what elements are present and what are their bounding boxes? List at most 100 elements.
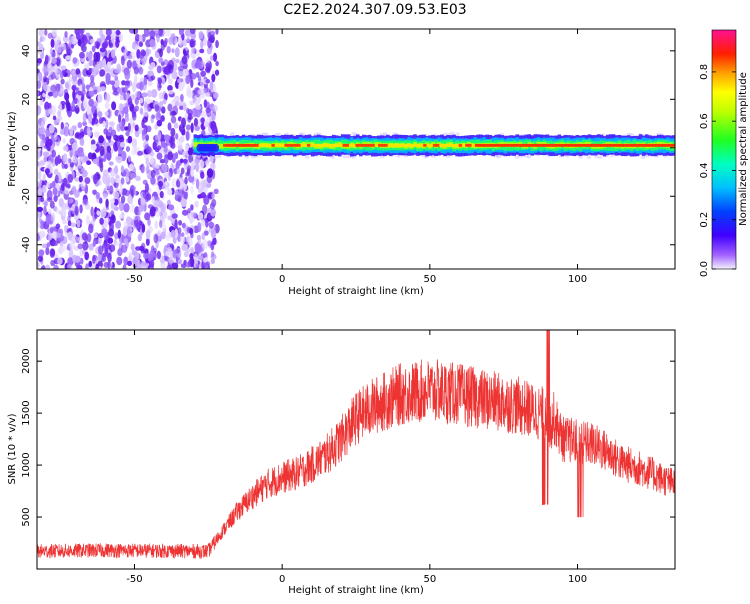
heatmap-cell	[123, 203, 130, 213]
heatmap-cell	[152, 140, 157, 151]
heatmap-cell	[76, 99, 81, 108]
heatmap-cell	[310, 143, 314, 147]
heatmap-cell	[208, 222, 215, 227]
heatmap-cell	[163, 154, 169, 165]
heatmap-cell	[191, 46, 196, 54]
heatmap-cell	[45, 247, 50, 256]
x-tick-label: 50	[423, 274, 436, 285]
heatmap-cell	[115, 220, 122, 229]
heatmap-cell	[154, 104, 160, 112]
heatmap-cell	[284, 143, 289, 147]
heatmap-cell	[158, 57, 164, 64]
heatmap-cell	[584, 143, 589, 147]
heatmap-cell	[174, 228, 179, 239]
heatmap-cell	[248, 143, 253, 147]
heatmap-cell	[108, 161, 114, 166]
heatmap-cell	[190, 160, 195, 171]
heatmap-cell	[160, 224, 167, 231]
heatmap-cell	[198, 30, 204, 40]
heatmap-cell	[281, 143, 285, 147]
heatmap-cell	[487, 143, 492, 147]
heatmap-cell	[67, 231, 73, 241]
heatmap-cell	[78, 164, 82, 169]
heatmap-cell	[190, 247, 194, 254]
heatmap-cell	[109, 185, 114, 192]
heatmap-cell	[397, 143, 402, 147]
heatmap-cell	[113, 206, 119, 211]
heatmap-cell	[195, 178, 200, 190]
heatmap-cell	[107, 109, 111, 118]
heatmap-cell	[478, 143, 482, 147]
heatmap-cell	[164, 37, 168, 45]
heatmap-cell	[163, 144, 168, 153]
heatmap-cell	[50, 259, 56, 267]
heatmap-cell	[51, 29, 57, 37]
heatmap-cell	[137, 233, 143, 242]
snr-frame	[36, 329, 676, 570]
heatmap-cell	[158, 100, 163, 108]
heatmap-cell	[265, 143, 269, 147]
heatmap-cell	[82, 249, 86, 255]
heatmap-cell	[484, 143, 489, 147]
heatmap-cell	[75, 68, 81, 75]
heatmap-cell	[190, 256, 195, 268]
heatmap-cell	[57, 46, 62, 54]
heatmap-cell	[226, 143, 230, 147]
heatmap-cell	[98, 117, 103, 124]
heatmap-cell	[613, 143, 618, 147]
heatmap-cell	[114, 178, 121, 184]
heatmap-cell	[82, 68, 89, 77]
heatmap-cell	[181, 222, 186, 229]
heatmap-cell	[127, 260, 132, 267]
heatmap-cell	[174, 47, 180, 58]
heatmap-cell	[562, 143, 566, 147]
heatmap-cell	[81, 151, 85, 158]
heatmap-cell	[645, 143, 650, 147]
heatmap-cell	[163, 65, 171, 75]
heatmap-cell	[167, 171, 171, 182]
heatmap-cell	[107, 261, 111, 269]
heatmap-cell	[44, 54, 49, 66]
heatmap-cell	[183, 158, 188, 164]
heatmap-cell	[191, 211, 197, 218]
heatmap-cell	[268, 143, 272, 147]
heatmap-cell	[50, 249, 56, 257]
heatmap-cell	[642, 143, 647, 147]
heatmap-cell	[81, 44, 87, 53]
heatmap-cell	[107, 56, 112, 62]
heatmap-cell	[403, 143, 408, 147]
heatmap-cell	[145, 195, 149, 203]
heatmap-cell	[352, 143, 356, 147]
heatmap-cell	[81, 232, 88, 241]
heatmap-cell	[123, 256, 129, 266]
heatmap-cell	[92, 189, 97, 195]
heatmap-cell	[330, 155, 336, 159]
heatmap-cell	[113, 198, 119, 206]
heatmap-cell	[42, 66, 48, 73]
heatmap-cell	[122, 226, 128, 237]
heatmap-cell	[55, 83, 61, 92]
heatmap-cell	[88, 60, 94, 67]
colorbar-tick-label: 0.4	[699, 162, 710, 178]
heatmap-cell	[105, 35, 112, 41]
heatmap-cell	[429, 143, 434, 147]
heatmap-cell	[87, 152, 93, 160]
heatmap-cell	[98, 245, 104, 255]
heatmap-cell	[526, 143, 531, 147]
heatmap-cell	[106, 67, 111, 74]
heatmap-cell	[55, 223, 61, 230]
heatmap-cell	[164, 181, 168, 186]
heatmap-cell	[587, 143, 592, 147]
heatmap-cell	[523, 143, 527, 147]
heatmap-cell	[513, 143, 518, 147]
heatmap-cell	[115, 135, 121, 142]
heatmap-cell	[41, 243, 48, 249]
heatmap-cell	[98, 135, 104, 144]
snr-ticks: -50 0 50 100 500 1000 1500 2000	[21, 330, 675, 585]
heatmap-cell	[143, 29, 150, 38]
heatmap-cell	[39, 127, 46, 135]
heatmap-cell	[79, 29, 85, 35]
heatmap-cell	[150, 62, 156, 68]
heatmap-cell	[181, 55, 188, 65]
heatmap-cell	[128, 29, 136, 34]
